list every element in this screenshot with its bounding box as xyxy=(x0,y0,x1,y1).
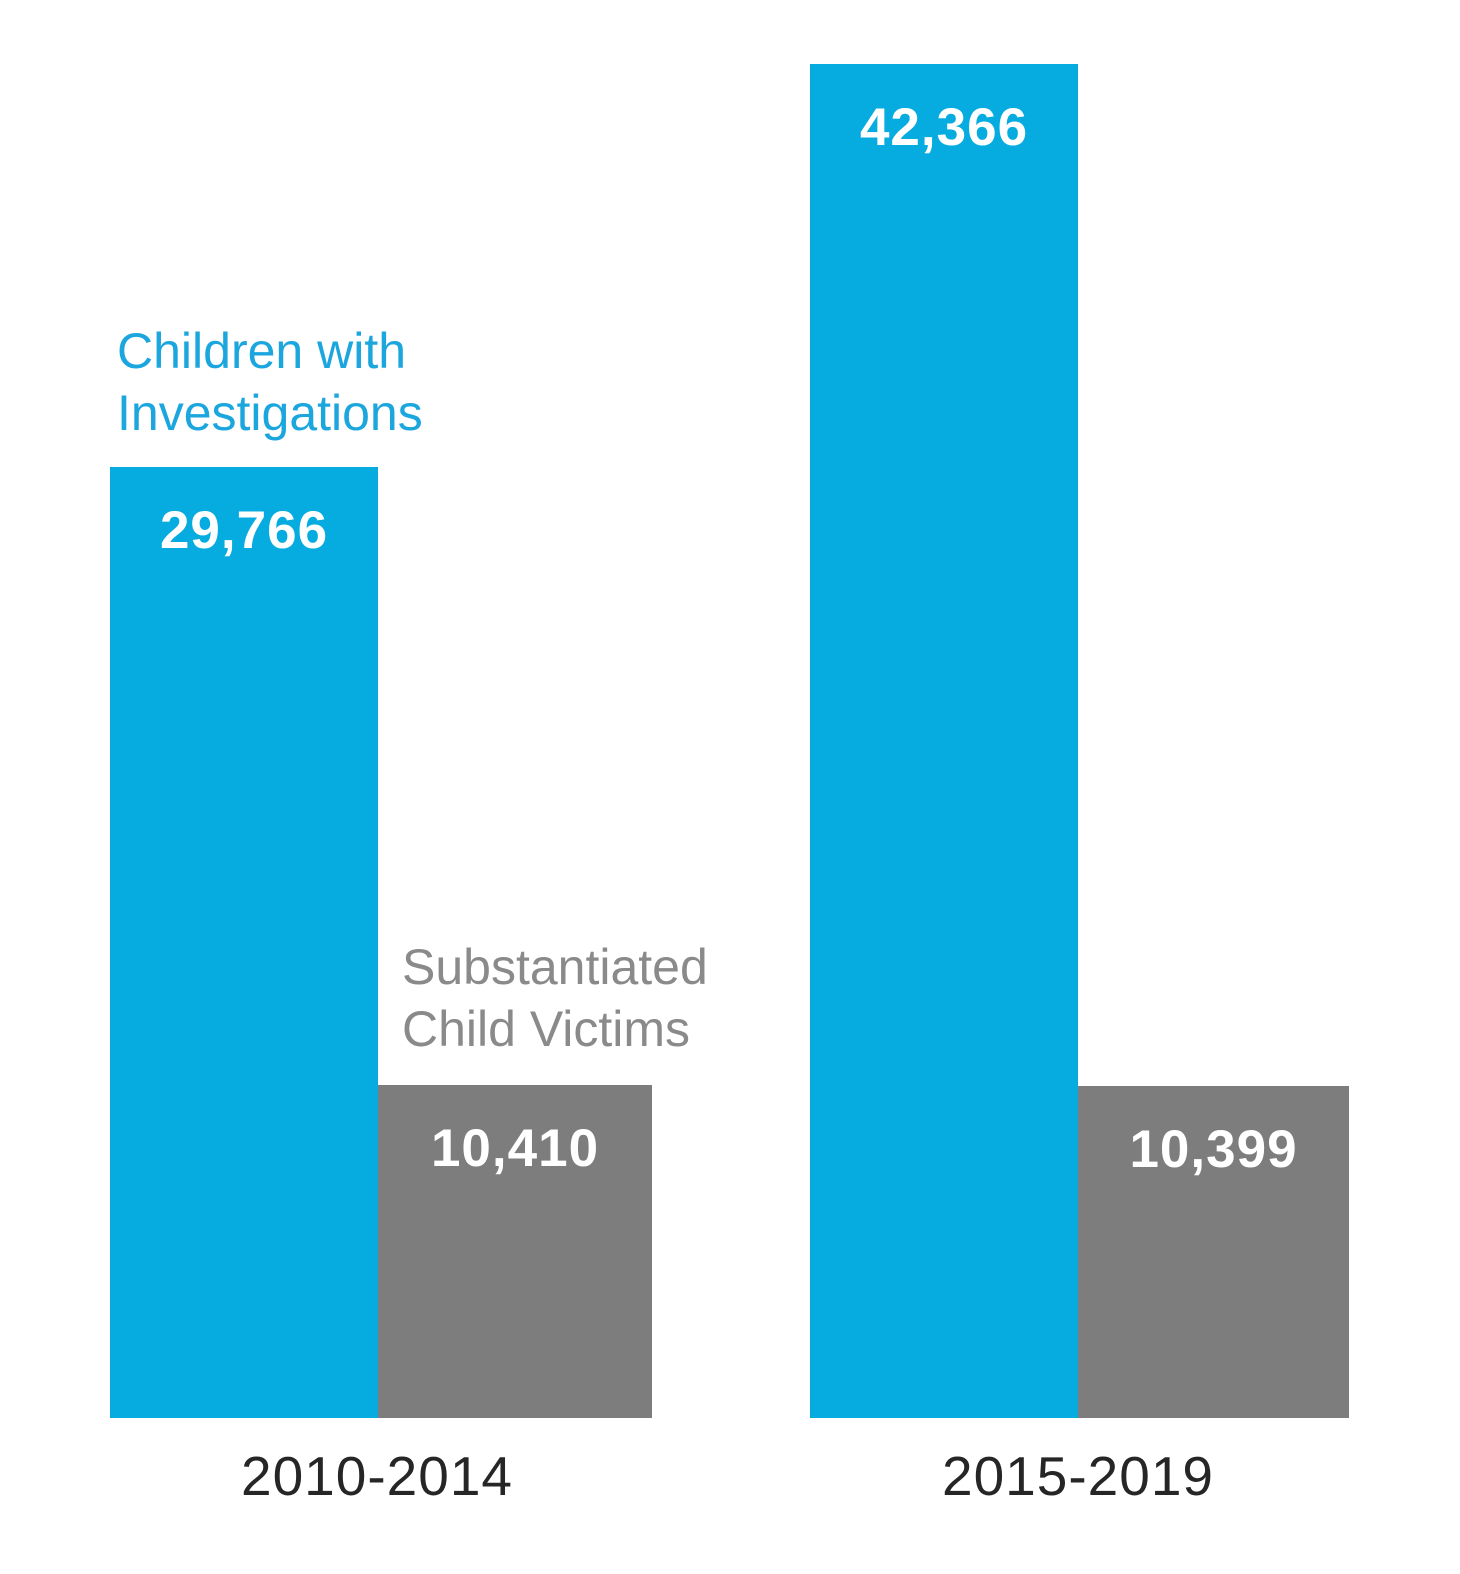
series-annotation-children-with-investigations: Children with Investigations xyxy=(117,323,423,441)
bar-children-investigations-2010-2014: 29,766 xyxy=(110,467,378,1418)
bar-substantiated-victims-2015-2019: 10,399 xyxy=(1078,1086,1349,1418)
bar-value-label: 42,366 xyxy=(859,98,1029,157)
bar-value-label: 10,410 xyxy=(430,1119,600,1178)
category-label-2010-2014: 2010-2014 xyxy=(240,1445,514,1507)
bar-value-label: 29,766 xyxy=(159,501,329,560)
series-annotation-substantiated-child-victims: Substantiated Child Victims xyxy=(402,939,708,1057)
bar-children-investigations-2015-2019: 42,366 xyxy=(810,64,1078,1418)
category-label-2015-2019: 2015-2019 xyxy=(941,1445,1215,1507)
bar-substantiated-victims-2010-2014: 10,410 xyxy=(378,1085,652,1418)
bar-value-label: 10,399 xyxy=(1129,1120,1298,1179)
